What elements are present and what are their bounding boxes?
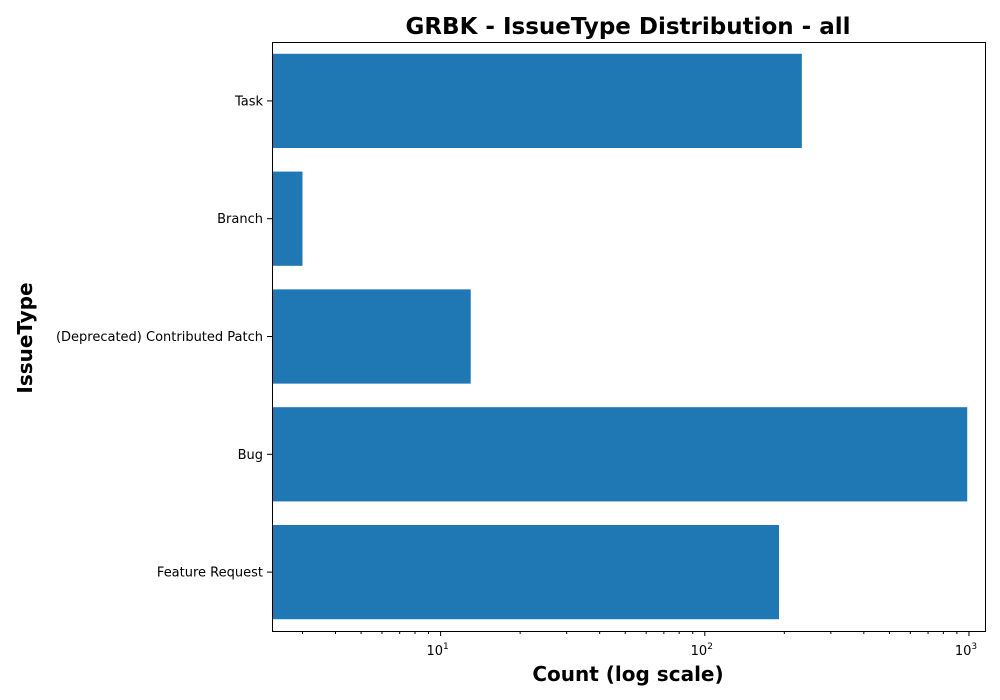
- plot-frame: [272, 42, 986, 632]
- y-axis-label: IssueType: [13, 282, 37, 393]
- x-tick-label: 102: [691, 642, 713, 659]
- bars-group: [272, 53, 968, 620]
- y-tick-label: Feature Request: [157, 566, 263, 581]
- bar-task: [272, 53, 802, 149]
- bar-bug: [272, 407, 968, 502]
- x-tick-label: 103: [955, 642, 977, 659]
- y-tick-label: (Deprecated) Contributed Patch: [56, 330, 263, 345]
- x-tick-label: 101: [426, 642, 448, 659]
- x-axis-label: Count (log scale): [532, 662, 723, 686]
- x-axis: 101 102 103: [301, 631, 977, 659]
- bar-deprecated-contributed-patch: [272, 289, 471, 384]
- bar-feature-request: [272, 524, 780, 620]
- chart-title: GRBK - IssueType Distribution - all: [405, 14, 850, 40]
- y-tick-label: Bug: [238, 448, 263, 463]
- y-tick-label: Task: [234, 94, 264, 109]
- y-axis: Task Branch (Deprecated) Contributed Patch…: [56, 94, 272, 581]
- bar-branch: [272, 171, 303, 266]
- y-tick-label: Branch: [217, 212, 263, 227]
